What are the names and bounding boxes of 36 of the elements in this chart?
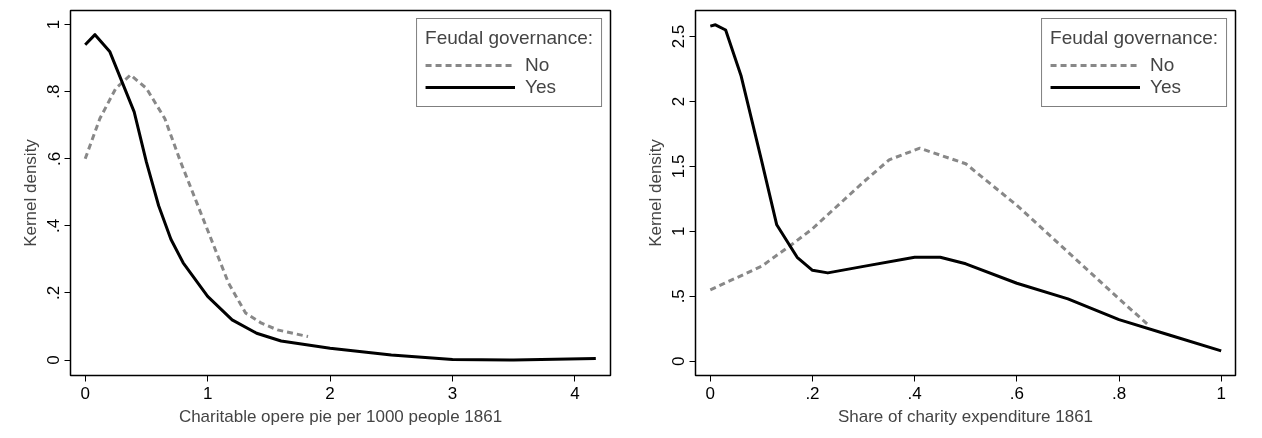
line-series <box>83 73 310 339</box>
y-tick-label: 0 <box>44 355 64 365</box>
y-tick-label: .5 <box>669 289 689 304</box>
legend-label: No <box>1150 54 1175 76</box>
y-tick-label: .4 <box>44 218 64 233</box>
y-tick-label: 2.5 <box>669 24 689 49</box>
x-tick-label: 4 <box>570 383 580 403</box>
x-tick-label: .8 <box>1111 383 1127 403</box>
x-tick-label: 1 <box>202 383 213 403</box>
x-tick-label: .4 <box>907 383 922 403</box>
y-tick-label: 0 <box>669 356 689 366</box>
legend-label: Yes <box>525 76 557 98</box>
x-tick-label: 3 <box>447 383 458 403</box>
legend-label: No <box>525 54 550 76</box>
x-axis-title: Charitable opere pie per 1000 people 1861 <box>178 406 503 426</box>
x-tick-label: 0 <box>705 383 716 403</box>
x-tick-label: 2 <box>325 383 335 403</box>
x-axis-title: Share of charity expenditure 1861 <box>837 406 1094 426</box>
y-tick-label: .8 <box>44 84 64 99</box>
y-axis-title: Kernel density <box>645 138 665 247</box>
x-tick-label: 0 <box>80 383 90 403</box>
x-tick-label: .2 <box>805 383 820 403</box>
x-tick-label: .6 <box>1009 383 1024 403</box>
line-series <box>708 23 1223 353</box>
y-tick-label: .2 <box>44 285 64 301</box>
y-tick-label: 1 <box>44 19 64 30</box>
y-tick-label: 1 <box>669 226 689 237</box>
y-tick-label: 1.5 <box>669 154 689 179</box>
y-tick-label: .6 <box>44 151 64 166</box>
x-tick-label: 1 <box>1216 383 1226 403</box>
legend-label: Yes <box>1150 76 1182 98</box>
legend-title: Feudal governance: <box>425 27 593 49</box>
y-axis-title: Kernel density <box>20 138 40 247</box>
legend-title: Feudal governance: <box>1050 27 1218 49</box>
y-tick-label: 2 <box>669 96 689 107</box>
line-series <box>83 33 598 362</box>
